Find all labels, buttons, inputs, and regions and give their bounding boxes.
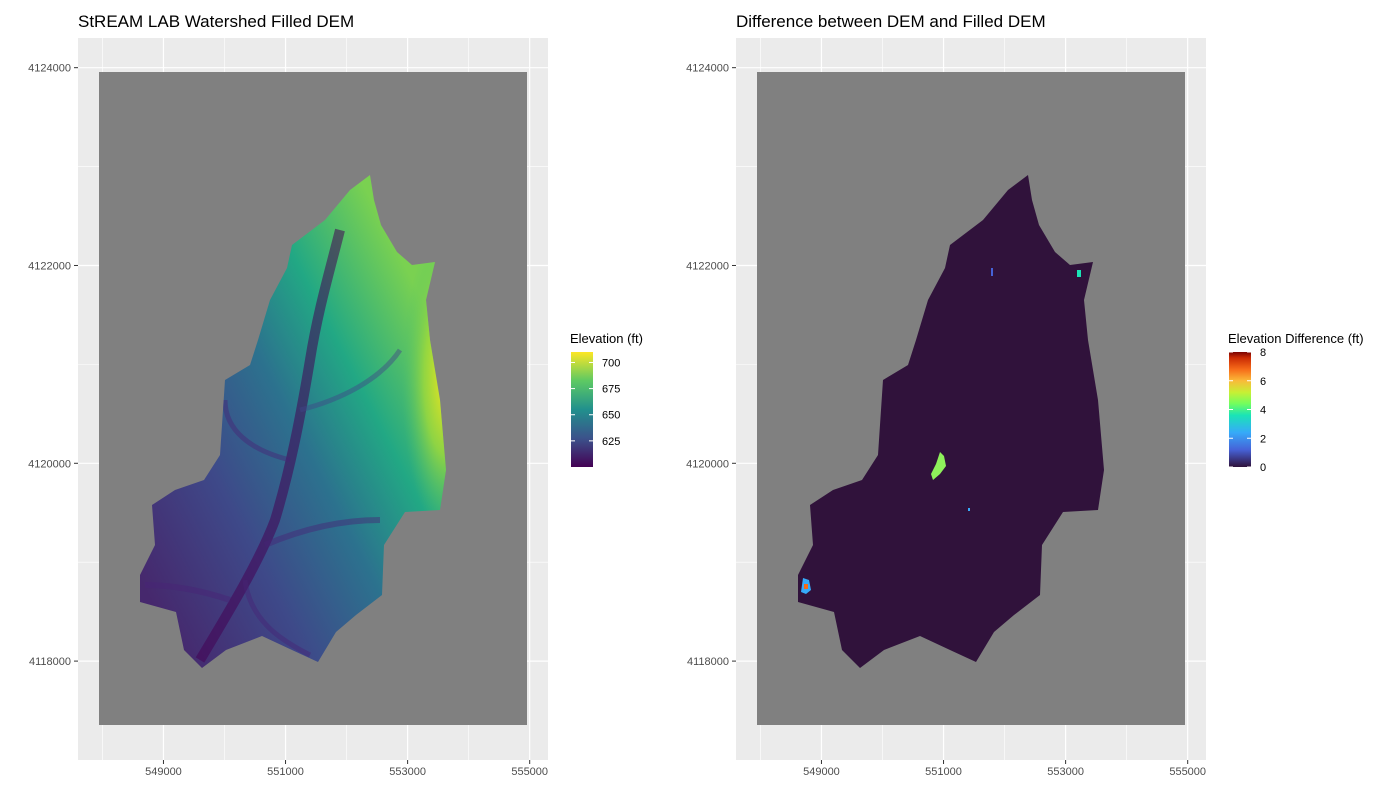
- dem-y-tick-label: 4118000: [29, 656, 71, 668]
- difference-legend: Elevation Difference (ft) 0 2 4 6 8: [1228, 331, 1364, 474]
- difference-hotspot-northeast: [1077, 270, 1081, 277]
- difference-x-axis: 549000 551000 553000 555000: [803, 760, 1206, 778]
- dem-legend: Elevation (ft) 625 650 675 700: [570, 331, 643, 467]
- difference-legend-tick-label: 0: [1260, 462, 1266, 474]
- dem-y-axis: 4118000 4120000 4122000 4124000: [28, 63, 78, 668]
- difference-panel: Difference between DEM and Filled DEM 54…: [686, 12, 1363, 778]
- dem-legend-tick-label: 700: [602, 357, 620, 369]
- dem-legend-tick-label: 625: [602, 436, 620, 448]
- difference-legend-tick-label: 8: [1260, 347, 1266, 359]
- dem-legend-tick-label: 675: [602, 384, 620, 396]
- difference-legend-title: Elevation Difference (ft): [1228, 331, 1364, 346]
- dem-x-axis: 549000 551000 553000 555000: [145, 760, 548, 778]
- dem-x-tick-label: 549000: [145, 766, 182, 778]
- dem-panel: StREAM LAB Watershed Filled DEM 549000 55…: [28, 12, 643, 778]
- difference-x-tick-label: 551000: [925, 766, 962, 778]
- dem-x-tick-label: 553000: [389, 766, 426, 778]
- dem-y-tick-label: 4120000: [28, 458, 71, 470]
- difference-y-tick-label: 4124000: [686, 63, 729, 75]
- dem-title: StREAM LAB Watershed Filled DEM: [78, 12, 354, 31]
- difference-hotspot-southwest-core: [804, 584, 808, 589]
- difference-title: Difference between DEM and Filled DEM: [736, 12, 1046, 31]
- difference-colorbar: [1229, 352, 1251, 467]
- difference-legend-tick-label: 4: [1260, 405, 1266, 417]
- dem-x-tick-label: 555000: [511, 766, 548, 778]
- dem-y-tick-label: 4122000: [28, 260, 71, 272]
- dem-x-tick-label: 551000: [267, 766, 304, 778]
- dem-legend-tick-label: 650: [602, 410, 620, 422]
- difference-x-tick-label: 555000: [1169, 766, 1206, 778]
- difference-hotspot-north: [991, 268, 993, 276]
- difference-legend-tick-label: 6: [1260, 376, 1266, 388]
- difference-hotspots: [801, 268, 1081, 594]
- dem-colorbar: [571, 352, 593, 467]
- difference-hotspot-small: [968, 508, 970, 511]
- dem-y-tick-label: 4124000: [28, 63, 71, 75]
- difference-y-tick-label: 4120000: [686, 458, 729, 470]
- difference-x-tick-label: 549000: [803, 766, 840, 778]
- dem-main-channel: [195, 228, 345, 663]
- difference-hotspot-center: [931, 452, 946, 480]
- difference-y-tick-label: 4122000: [686, 260, 729, 272]
- difference-y-axis: 4118000 4120000 4122000 4124000: [686, 63, 736, 668]
- dem-legend-title: Elevation (ft): [570, 331, 643, 346]
- difference-x-tick-label: 553000: [1047, 766, 1084, 778]
- difference-y-tick-label: 4118000: [687, 656, 729, 668]
- difference-legend-tick-label: 2: [1260, 433, 1266, 445]
